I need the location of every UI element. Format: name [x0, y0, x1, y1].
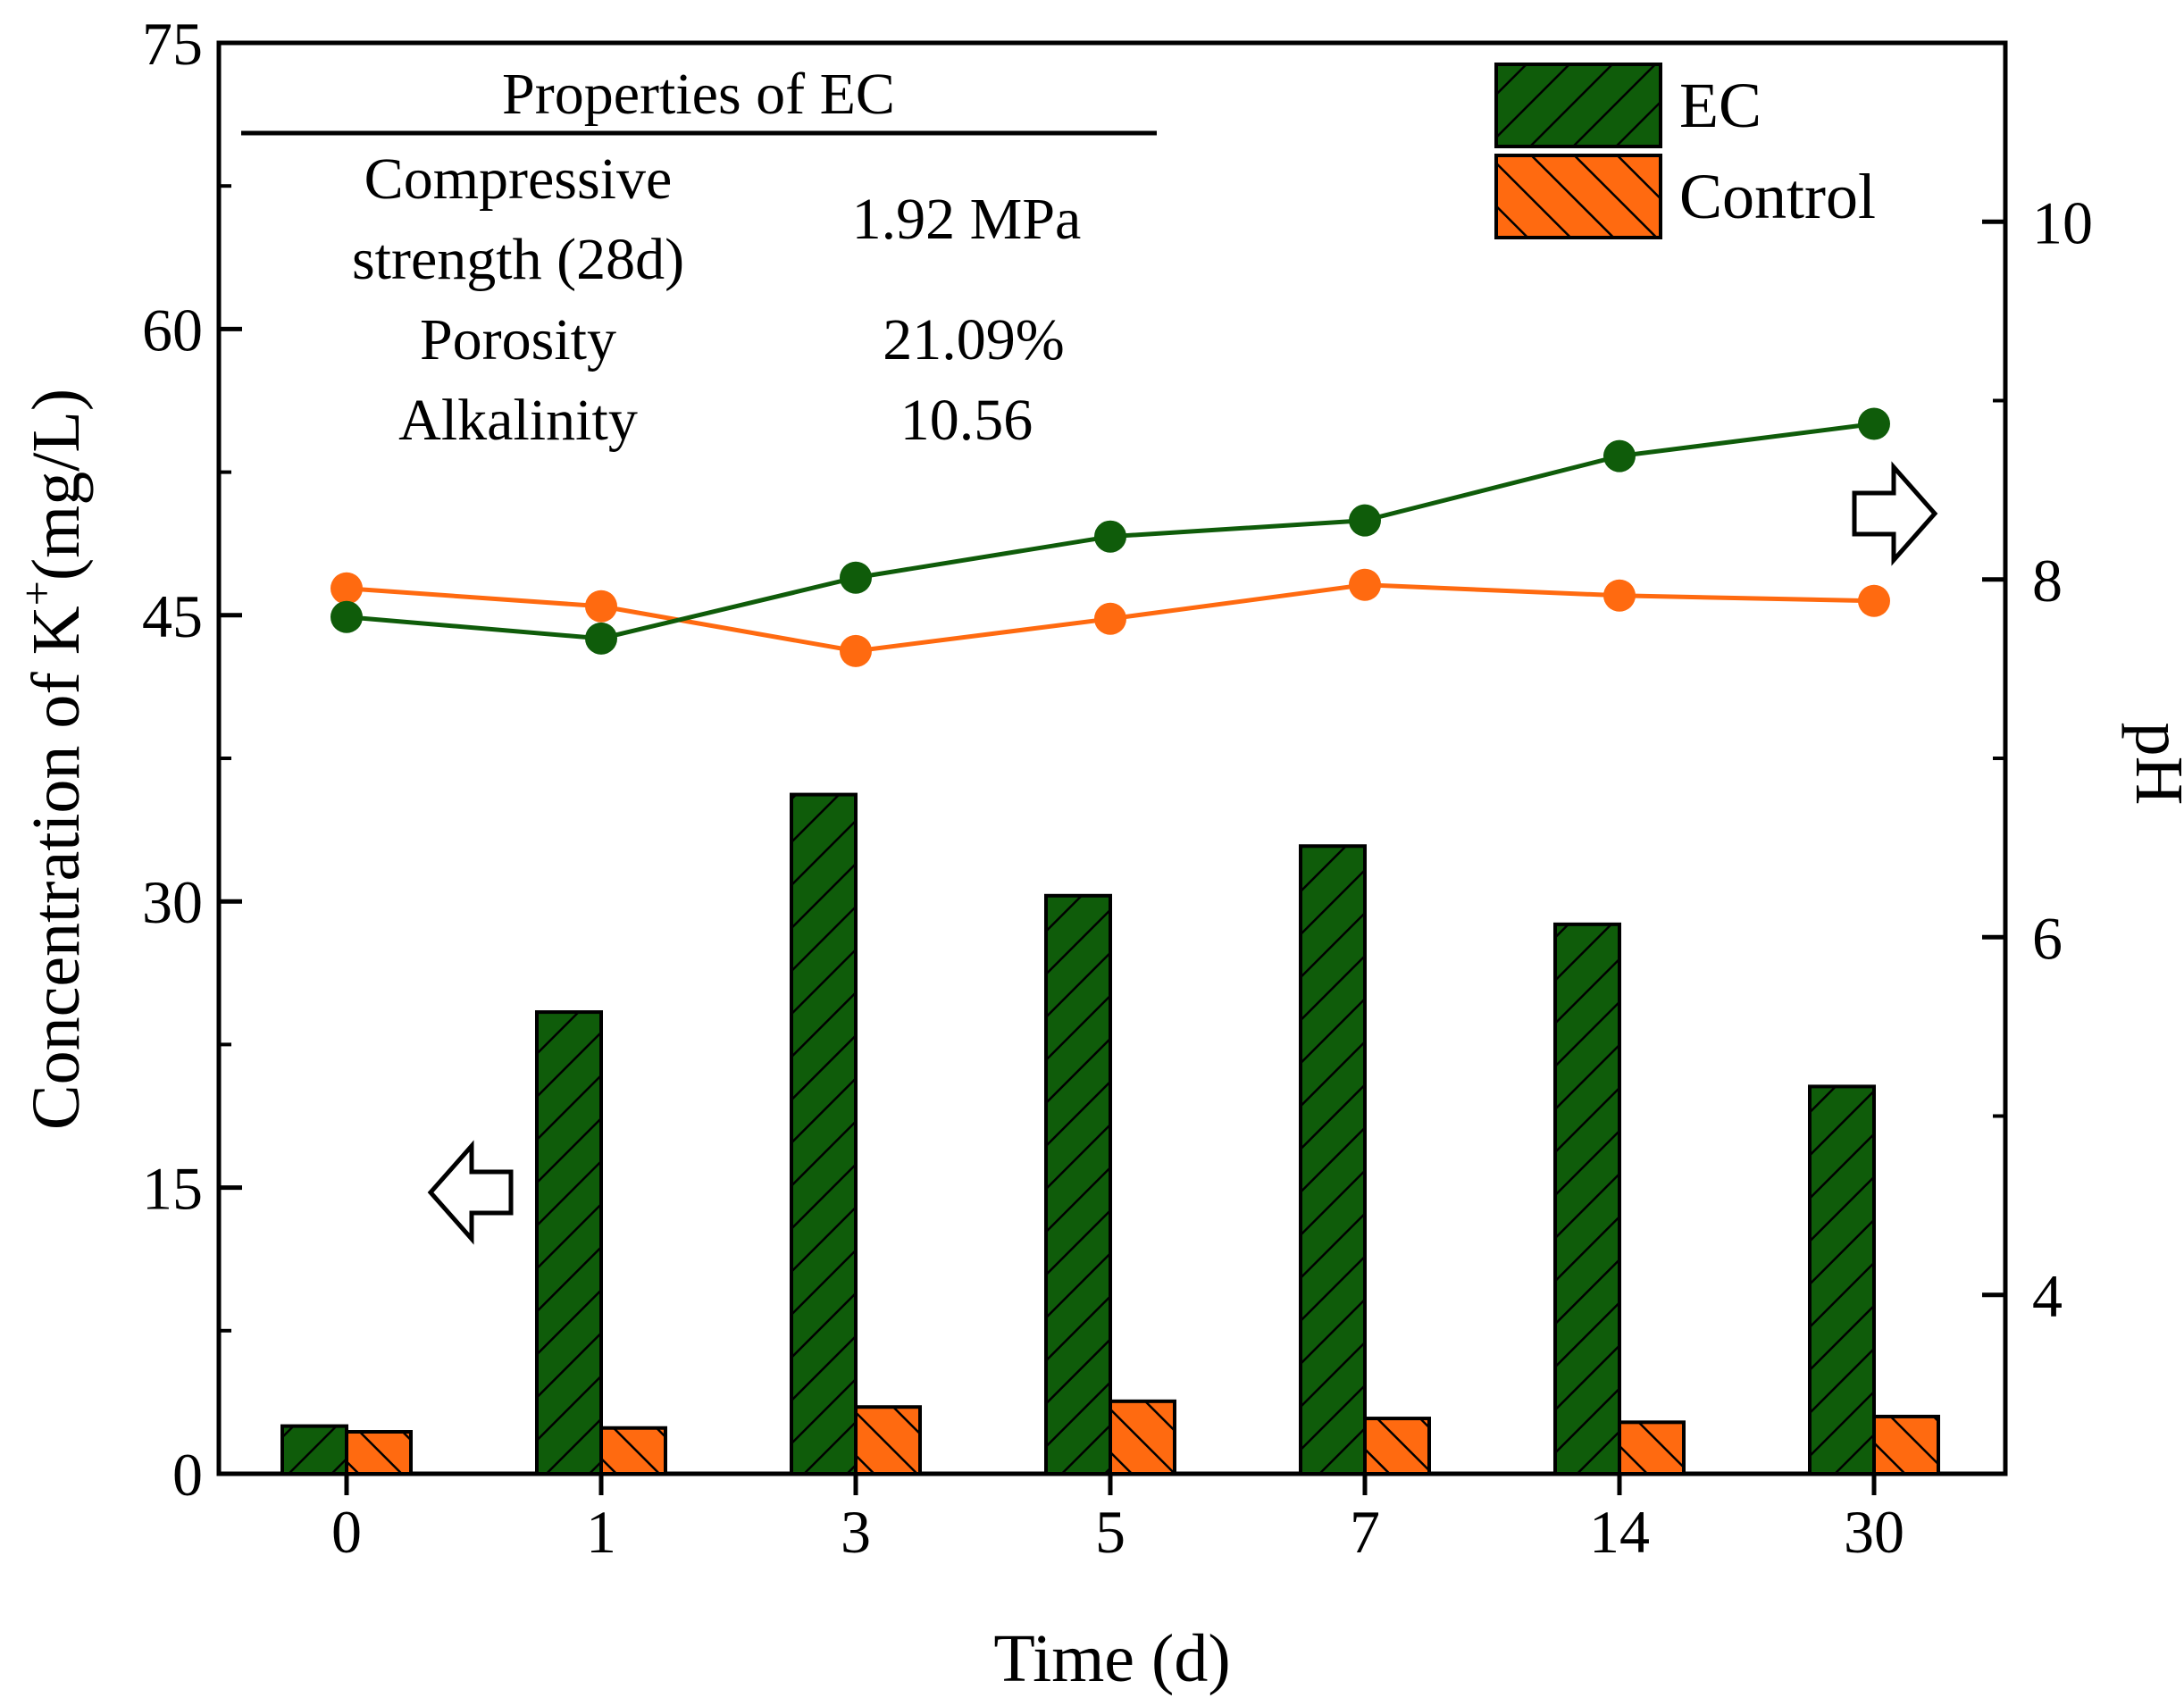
y-tick-label-15: 15 — [142, 1155, 203, 1223]
bar-control-7 — [1363, 1417, 1431, 1476]
y-axis-title-main: Concentration of K — [19, 606, 94, 1130]
point-ec-ph-14 — [1603, 439, 1636, 472]
bar-control-0 — [345, 1430, 413, 1476]
x-tick-label-5: 5 — [1095, 1498, 1125, 1566]
bar-control-3 — [854, 1405, 922, 1476]
properties-table-title: Properties of EC — [502, 62, 895, 127]
y2-tick-label-4: 4 — [2032, 1262, 2063, 1330]
y-tick-label-30: 30 — [142, 868, 203, 936]
x-tick-label-7: 7 — [1350, 1498, 1380, 1566]
point-ec-ph-1 — [585, 622, 617, 655]
point-ec-ph-0 — [331, 600, 363, 633]
axes-layer: 0 15 30 45 60 75 4 6 8 10 0 1 3 5 7 14 30 — [142, 10, 2093, 1566]
point-control-ph-1 — [585, 590, 617, 623]
bar-ec-14 — [1553, 922, 1621, 1476]
point-control-ph-5 — [1094, 602, 1126, 635]
legend-swatch-ec — [1494, 63, 1662, 148]
y2-tick-label-10: 10 — [2032, 188, 2093, 256]
point-control-ph-14 — [1603, 579, 1636, 612]
point-ec-ph-3 — [840, 561, 872, 594]
bar-ec-1 — [535, 1010, 603, 1476]
x-tick-label-0: 0 — [331, 1498, 362, 1566]
point-control-ph-30 — [1858, 584, 1890, 617]
property-label-alkalinity: Alkalinity — [398, 388, 638, 453]
y-tick-label-45: 45 — [142, 582, 203, 650]
bar-control-5 — [1109, 1399, 1176, 1476]
y-tick-label-75: 75 — [142, 10, 203, 78]
bar-control-30 — [1872, 1414, 1940, 1476]
arrow-left-icon — [427, 1140, 514, 1245]
point-control-ph-7 — [1349, 568, 1381, 601]
y2-tick-label-8: 8 — [2032, 547, 2063, 615]
y-tick-label-60: 60 — [142, 296, 203, 364]
bar-ec-0 — [280, 1424, 348, 1476]
property-value-porosity: 21.09% — [883, 307, 1064, 372]
x-tick-label-14: 14 — [1589, 1498, 1650, 1566]
y-tick-label-0: 0 — [172, 1441, 203, 1509]
legend-label-control: Control — [1679, 161, 1876, 232]
y-axis-title-unit: (mg/L) — [19, 389, 94, 581]
property-label-compressive-line2: strength (28d) — [352, 227, 684, 292]
point-ec-ph-7 — [1349, 504, 1381, 537]
bar-ec-30 — [1808, 1084, 1876, 1476]
point-ec-ph-30 — [1858, 407, 1890, 440]
bar-control-1 — [599, 1426, 667, 1476]
bar-ec-5 — [1044, 893, 1112, 1476]
property-value-alkalinity: 10.56 — [900, 388, 1033, 453]
x-axis-title: Time (d) — [993, 1621, 1230, 1696]
bar-ec-3 — [790, 792, 858, 1476]
properties-table: Properties of EC Compressive strength (2… — [241, 62, 1157, 453]
x-tick-label-3: 3 — [841, 1498, 871, 1566]
property-label-porosity: Porosity — [420, 307, 616, 372]
y2-axis-title: pH — [2121, 723, 2184, 806]
y-axis-title: Concentration of K+(mg/L) — [12, 389, 94, 1130]
y-axis-title-superscript: + — [12, 581, 62, 606]
point-ec-ph-5 — [1094, 520, 1126, 553]
x-tick-label-30: 30 — [1844, 1498, 1904, 1566]
property-label-compressive-line1: Compressive — [364, 146, 673, 212]
property-value-compressive: 1.92 MPa — [852, 187, 1082, 252]
bar-ec-7 — [1299, 844, 1367, 1476]
bar-control-14 — [1618, 1420, 1686, 1476]
lines-layer — [331, 407, 1890, 667]
legend-label-ec: EC — [1679, 70, 1761, 141]
arrow-right-icon — [1852, 461, 1938, 566]
bars-layer — [280, 792, 1940, 1476]
x-tick-label-1: 1 — [586, 1498, 616, 1566]
legend: EC Control — [1494, 63, 1876, 239]
legend-swatch-control — [1494, 154, 1662, 239]
point-control-ph-3 — [840, 634, 872, 667]
y2-tick-label-6: 6 — [2032, 904, 2063, 972]
point-control-ph-0 — [331, 572, 363, 605]
